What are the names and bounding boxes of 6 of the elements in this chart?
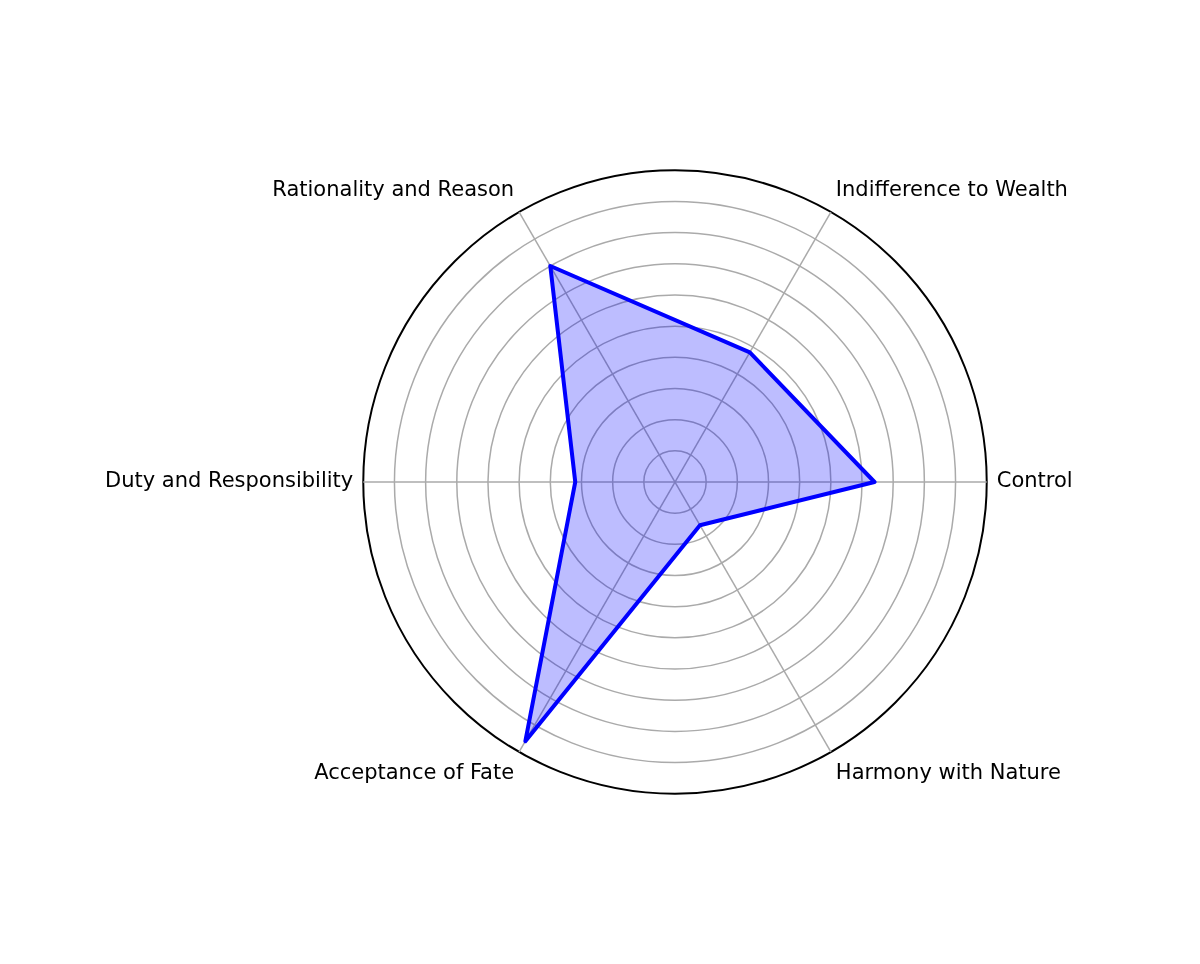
spoke-label: Rationality and Reason [272,177,515,202]
spoke-label: Harmony with Nature [835,759,1061,784]
spoke-label: Control [996,468,1073,493]
spoke-label: Duty and Responsibility [104,468,354,493]
spoke-label: Indifference to Wealth [835,177,1068,202]
spoke-label: Acceptance of Fate [314,759,515,784]
